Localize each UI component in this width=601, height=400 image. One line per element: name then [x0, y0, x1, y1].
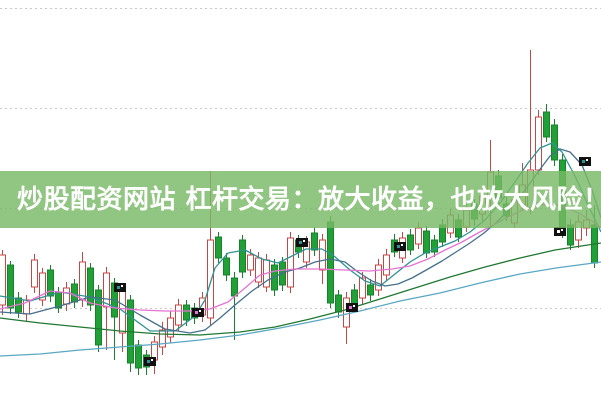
candle-down	[47, 269, 54, 297]
candle-down	[351, 289, 358, 306]
candle-down	[87, 267, 94, 306]
candle-down	[95, 289, 102, 346]
marker-dot	[397, 245, 400, 248]
candle-down	[567, 224, 574, 246]
candle-down	[231, 277, 238, 297]
headline-banner: 炒股配资网站 杠杆交易：放大收益，也放大风险！	[0, 171, 601, 228]
headline-text: 炒股配资网站 杠杆交易：放大收益，也放大风险！	[17, 184, 601, 215]
candle-up	[207, 239, 214, 319]
candle-up	[319, 239, 326, 271]
candle-up	[39, 272, 46, 301]
candle-down	[223, 257, 230, 276]
candle-up	[375, 264, 382, 291]
candle-up	[415, 227, 422, 245]
candle-down	[367, 284, 374, 296]
candle-up	[175, 304, 182, 326]
candle-up	[31, 259, 38, 288]
marker-dot	[349, 306, 352, 309]
marker-dot	[121, 285, 123, 287]
candle-up	[287, 237, 294, 288]
candle-down	[423, 230, 430, 254]
marker-dot	[303, 240, 305, 242]
candle-down	[215, 236, 222, 259]
ma-darkgreen	[0, 242, 601, 336]
candle-down	[543, 111, 550, 138]
candle-down	[407, 234, 414, 251]
marker-dot	[147, 360, 150, 363]
marker-dot	[401, 244, 403, 246]
candle-down	[311, 232, 318, 251]
candle-up	[167, 317, 174, 338]
marker-dot	[151, 359, 153, 361]
marker-dot	[586, 159, 588, 161]
candle-up	[383, 254, 390, 276]
marker-dot	[557, 230, 560, 233]
candle-down	[183, 304, 190, 321]
candle-up	[359, 277, 366, 299]
candle-down	[135, 344, 142, 369]
candle-down	[335, 294, 342, 313]
candle-up	[535, 116, 542, 171]
candle-down	[7, 264, 14, 309]
candle-down	[327, 221, 334, 304]
candle-up	[103, 272, 110, 308]
marker-dot	[561, 229, 563, 231]
marker-dot	[582, 160, 585, 163]
candle-up	[247, 254, 254, 271]
candle-up	[343, 297, 350, 328]
candle-up	[159, 329, 166, 348]
candle-down	[71, 283, 78, 303]
candle-down	[431, 239, 438, 253]
candle-down	[551, 124, 558, 161]
marker-dot	[199, 310, 201, 312]
marker-dot	[299, 241, 302, 244]
marker-dot	[195, 311, 198, 314]
marker-dot	[353, 305, 355, 307]
candle-up	[79, 261, 86, 301]
candle-down	[239, 239, 246, 273]
ma-lightblue	[0, 261, 601, 357]
candle-up	[63, 287, 70, 305]
candle-up	[255, 257, 262, 283]
marker-dot	[117, 286, 120, 289]
candle-up	[0, 254, 6, 306]
